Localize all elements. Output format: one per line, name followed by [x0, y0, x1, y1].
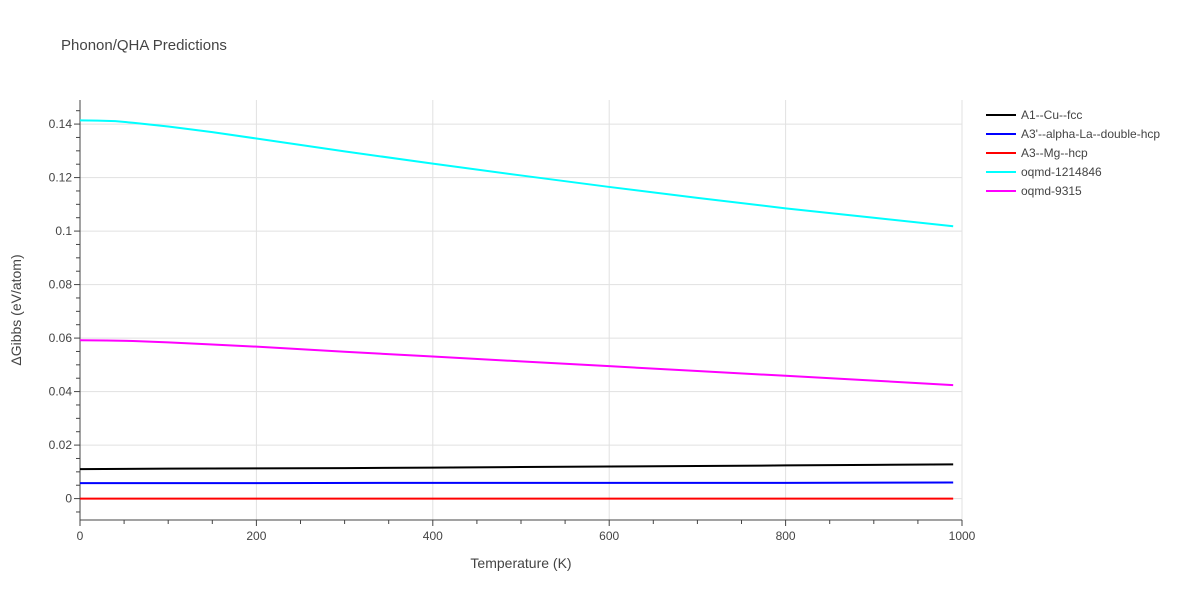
x-tick-label: 1000 [949, 529, 976, 543]
x-tick-label: 800 [776, 529, 796, 543]
legend-item-label[interactable]: oqmd-1214846 [1021, 165, 1102, 179]
y-tick-label: 0.04 [49, 385, 73, 399]
grid [80, 100, 963, 520]
axes: 0 0.02 0.04 0.06 0.08 0.1 0.12 0.14 0 200 400 600 80… [49, 100, 976, 543]
y-tick-label: 0.1 [55, 224, 72, 238]
legend-item-label[interactable]: oqmd-9315 [1021, 184, 1082, 198]
y-tick-label: 0 [65, 492, 72, 506]
legend-item-label[interactable]: A3'--alpha-La--double-hcp [1021, 127, 1160, 141]
y-tick-label: 0.02 [49, 438, 73, 452]
series-line [80, 481, 954, 485]
y-axis-title: ΔGibbs (eV/atom) [8, 254, 24, 365]
y-tick-label: 0.06 [49, 331, 73, 345]
y-tick-label: 0.14 [49, 117, 73, 131]
y-tick-label: 0.08 [49, 278, 73, 292]
series-line [79, 339, 954, 387]
x-tick-label: 600 [599, 529, 619, 543]
x-tick-label: 0 [77, 529, 84, 543]
chart-title: Phonon/QHA Predictions [61, 37, 227, 54]
series-lines [79, 119, 954, 500]
x-axis-title: Temperature (K) [470, 555, 571, 571]
x-tick-label: 200 [246, 529, 266, 543]
x-tick-label: 400 [423, 529, 443, 543]
y-tick-label: 0.12 [49, 171, 73, 185]
series-line [79, 463, 954, 471]
legend-item-label[interactable]: A1--Cu--fcc [1021, 108, 1082, 122]
legend-item-label[interactable]: A3--Mg--hcp [1021, 146, 1088, 160]
series-line [79, 119, 954, 228]
legend[interactable]: A1--Cu--fcc A3'--alpha-La--double-hcp A3--… [986, 108, 1160, 198]
